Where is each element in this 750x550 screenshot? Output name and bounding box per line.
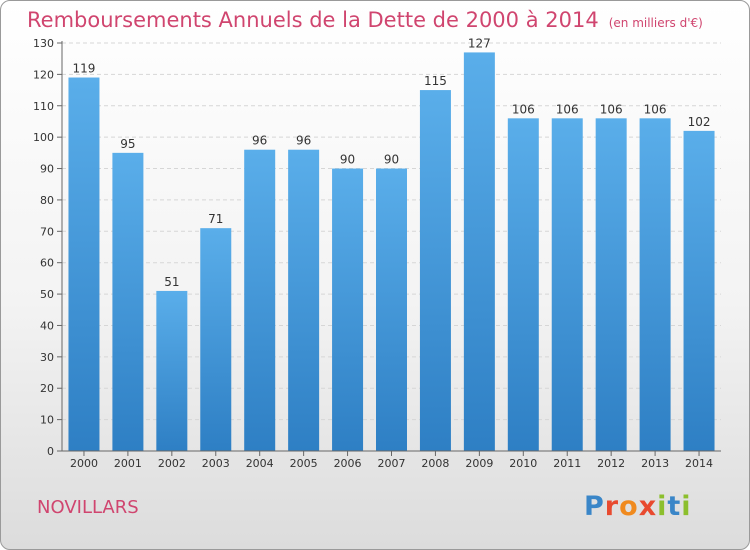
value-label-2010: 106	[512, 102, 535, 116]
value-label-2003: 71	[208, 212, 223, 226]
value-label-2007: 90	[384, 153, 399, 167]
y-tick-label: 30	[40, 351, 54, 364]
bar-2006	[332, 168, 364, 452]
x-tick-label: 2001	[114, 457, 142, 470]
value-label-2004: 96	[252, 134, 267, 148]
value-label-2011: 106	[556, 102, 579, 116]
bar-2009	[463, 52, 495, 452]
bar-2004	[244, 149, 276, 451]
value-label-2013: 106	[644, 102, 667, 116]
value-label-2000: 119	[73, 62, 96, 76]
bar-2008	[419, 90, 451, 452]
value-label-2002: 51	[164, 275, 179, 289]
bar-2014	[683, 130, 715, 451]
proxiti-logo: Proxiti	[584, 491, 692, 522]
bar-2013	[639, 118, 671, 452]
y-tick-label: 130	[33, 37, 54, 50]
value-label-2012: 106	[600, 102, 623, 116]
x-tick-label: 2013	[641, 457, 669, 470]
x-tick-label: 2009	[465, 457, 493, 470]
bar-2000	[68, 77, 100, 452]
x-tick-label: 2014	[685, 457, 713, 470]
y-tick-label: 80	[40, 194, 54, 207]
bars: 119 95 51 71 96 96 90 90 115 127 106 106 106 106 102	[68, 36, 715, 452]
y-tick-label: 0	[47, 445, 54, 458]
y-tick-label: 60	[40, 257, 54, 270]
value-label-2014: 102	[688, 115, 711, 129]
y-tick-label: 40	[40, 319, 54, 332]
bar-2003	[200, 228, 232, 451]
bar-2002	[156, 290, 188, 451]
y-tick-label: 90	[40, 163, 54, 176]
y-tick-label: 50	[40, 288, 54, 301]
x-tick-label: 2004	[246, 457, 274, 470]
x-tick-label: 2008	[421, 457, 449, 470]
x-tick-label: 2003	[202, 457, 230, 470]
x-tick-label: 2005	[290, 457, 318, 470]
y-tick-label: 110	[33, 100, 54, 113]
x-tick-label: 2006	[334, 457, 362, 470]
value-label-2006: 90	[340, 153, 355, 167]
x-tick-label: 2002	[158, 457, 186, 470]
place-name: NOVILLARS	[37, 497, 139, 518]
chart-title-block: Remboursements Annuels de la Dette de 20…	[27, 8, 703, 32]
y-tick-label: 100	[33, 131, 54, 144]
value-label-2009: 127	[468, 36, 491, 50]
y-tick-label: 20	[40, 382, 54, 395]
bar-2007	[376, 168, 407, 452]
bar-2011	[551, 118, 583, 452]
y-tick-label: 10	[40, 414, 54, 427]
value-label-2001: 95	[120, 137, 135, 151]
y-tick-label: 70	[40, 225, 54, 238]
x-tick-label: 2012	[597, 457, 625, 470]
x-tick-label: 2000	[70, 457, 98, 470]
bar-2001	[112, 152, 144, 451]
x-tick-label: 2010	[509, 457, 537, 470]
bar-2012	[595, 118, 627, 452]
x-tick-label: 2007	[378, 457, 406, 470]
value-label-2005: 96	[296, 134, 311, 148]
value-label-2008: 115	[424, 74, 447, 88]
bar-2010	[507, 118, 539, 452]
axes: 0 10 20 30 40 50 60 70 80 90 100 110 120 130 2000 2001 2…	[33, 37, 721, 470]
bar-2005	[288, 149, 320, 451]
chart-title: Remboursements Annuels de la Dette de 20…	[27, 8, 599, 32]
x-tick-label: 2011	[553, 457, 581, 470]
chart-unit: (en milliers d'€)	[608, 16, 703, 30]
y-tick-label: 120	[33, 68, 54, 81]
